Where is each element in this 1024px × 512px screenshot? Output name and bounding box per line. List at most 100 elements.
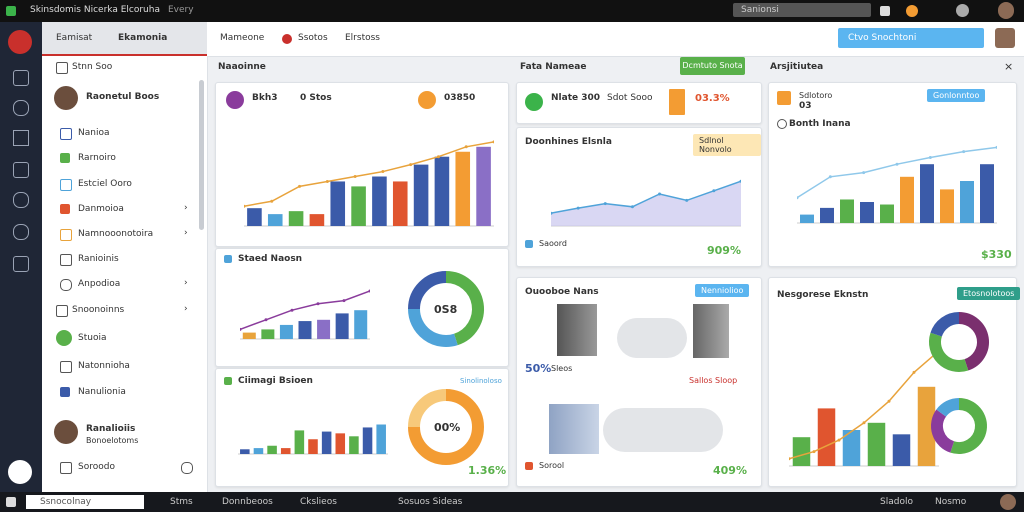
point	[368, 289, 370, 293]
stat: 03850	[444, 93, 476, 103]
item-icon	[56, 305, 68, 317]
chevron[interactable]: ›	[184, 304, 188, 314]
help-icon[interactable]	[8, 460, 32, 484]
sidebar-item[interactable]: Rarnoiro	[78, 153, 116, 163]
donut-segment	[408, 389, 447, 428]
nav-link[interactable]: Mameone	[220, 33, 265, 43]
taskbar-item[interactable]: Ckslieos	[300, 497, 337, 507]
bar-line-chart	[244, 140, 494, 227]
user-name: Raonetul Boos	[86, 92, 160, 102]
nav-icon[interactable]	[13, 100, 29, 116]
bar-chart	[238, 424, 388, 455]
point	[812, 450, 816, 454]
user-name: Ranalioiis	[86, 424, 136, 434]
tab[interactable]: Eamisat	[56, 33, 93, 43]
sidebar-item[interactable]: Anpodioa	[78, 279, 121, 289]
bar	[917, 386, 936, 466]
sidebar-item[interactable]: Soroodo	[78, 462, 115, 472]
sidebar-item[interactable]: Snoonoinns	[72, 305, 125, 315]
pie-chart	[929, 312, 989, 372]
start-button[interactable]	[6, 497, 16, 507]
close[interactable]: ×	[1004, 60, 1014, 73]
bar	[392, 181, 408, 226]
legend-swatch	[525, 240, 533, 248]
chevron[interactable]: ›	[184, 278, 188, 288]
taskbar-item[interactable]: Donnbeoos	[222, 497, 273, 507]
sidebar-item[interactable]: Natonnioha	[78, 361, 130, 371]
icon	[282, 34, 292, 44]
checkbox[interactable]	[60, 462, 72, 474]
nav-icon[interactable]	[13, 70, 29, 86]
sidebar-item[interactable]: Nanioa	[78, 128, 110, 138]
point	[797, 196, 799, 200]
chevron[interactable]: ›	[184, 228, 188, 238]
card-title: Nesgorese Eknstn	[777, 290, 869, 300]
donut-segment	[408, 308, 458, 347]
bar	[280, 448, 291, 454]
point	[316, 302, 320, 306]
sidebar-item[interactable]: Nanulionia	[78, 387, 126, 397]
search-box[interactable]: Ctvo Snochtoni	[838, 28, 984, 48]
nav-icon[interactable]	[13, 130, 29, 146]
point	[240, 327, 242, 331]
bar-line-chart	[240, 289, 370, 340]
point	[381, 170, 385, 174]
nav-icon[interactable]	[13, 192, 29, 208]
header: Eamisat Ekamonia Mameone Ssotos Elrstoss…	[42, 22, 1024, 57]
sidebar-item[interactable]: Ranioinis	[78, 254, 119, 264]
nav-link[interactable]: Elrstoss	[345, 33, 380, 43]
checkbox[interactable]	[56, 62, 68, 74]
nav-icon[interactable]	[13, 224, 29, 240]
taskbar-search[interactable]: Ssnocolnay	[26, 495, 144, 509]
bar	[335, 433, 346, 454]
legend-label: Saoord	[539, 239, 567, 248]
donut-segment	[958, 312, 989, 371]
link[interactable]: Sinolinoloso	[460, 377, 502, 385]
avatar	[54, 86, 78, 110]
button[interactable]: Dcmtuto Snota	[680, 57, 745, 75]
section-title[interactable]: Fata Nameae	[520, 62, 587, 72]
bar	[308, 439, 318, 454]
bar	[321, 431, 332, 454]
section-title[interactable]: Naaoinne	[218, 62, 266, 72]
bar	[476, 146, 491, 226]
tray-item: Sladolo	[880, 497, 913, 507]
line	[789, 350, 939, 460]
item-icon	[60, 179, 72, 191]
donut-segment	[936, 398, 960, 417]
sidebar-item[interactable]: Namnooonotoira	[78, 229, 154, 239]
building-image	[693, 304, 729, 358]
avatar[interactable]	[995, 28, 1015, 48]
filter[interactable]: Stnn Soo	[72, 62, 113, 72]
nav-icon[interactable]	[13, 256, 29, 272]
item-icon	[60, 279, 72, 291]
radio[interactable]	[181, 462, 193, 474]
logo[interactable]	[8, 30, 32, 54]
bar	[335, 313, 349, 339]
title-search[interactable]: Sanionsi	[733, 3, 871, 17]
metric: 909%	[707, 244, 741, 257]
donut-segment	[929, 332, 969, 372]
avatar[interactable]	[956, 4, 969, 17]
section-title[interactable]: Arsjitiutea	[770, 62, 824, 72]
scrollbar[interactable]	[199, 80, 204, 230]
sidebar-item[interactable]: Danmoioa	[78, 204, 124, 214]
stat: 03	[799, 101, 812, 111]
bar	[842, 430, 861, 466]
bar	[330, 181, 346, 226]
avatar[interactable]	[998, 2, 1014, 19]
line	[240, 290, 370, 331]
tab[interactable]: Ekamonia	[118, 33, 168, 43]
taskbar-item[interactable]: Stms	[170, 497, 193, 507]
sidebar-item[interactable]: Stuoia	[78, 333, 107, 343]
chevron[interactable]: ›	[184, 203, 188, 213]
nav-link[interactable]: Ssotos	[298, 33, 328, 43]
card-title: Bonth Inana	[789, 119, 851, 129]
taskbar-item[interactable]: Sosuos Sideas	[398, 497, 463, 507]
nav-icon[interactable]	[13, 162, 29, 178]
icon[interactable]	[880, 6, 890, 16]
point	[603, 202, 607, 206]
bar	[351, 186, 366, 226]
sidebar-item[interactable]: Estciel Ooro	[78, 179, 132, 189]
icon[interactable]	[906, 5, 918, 17]
